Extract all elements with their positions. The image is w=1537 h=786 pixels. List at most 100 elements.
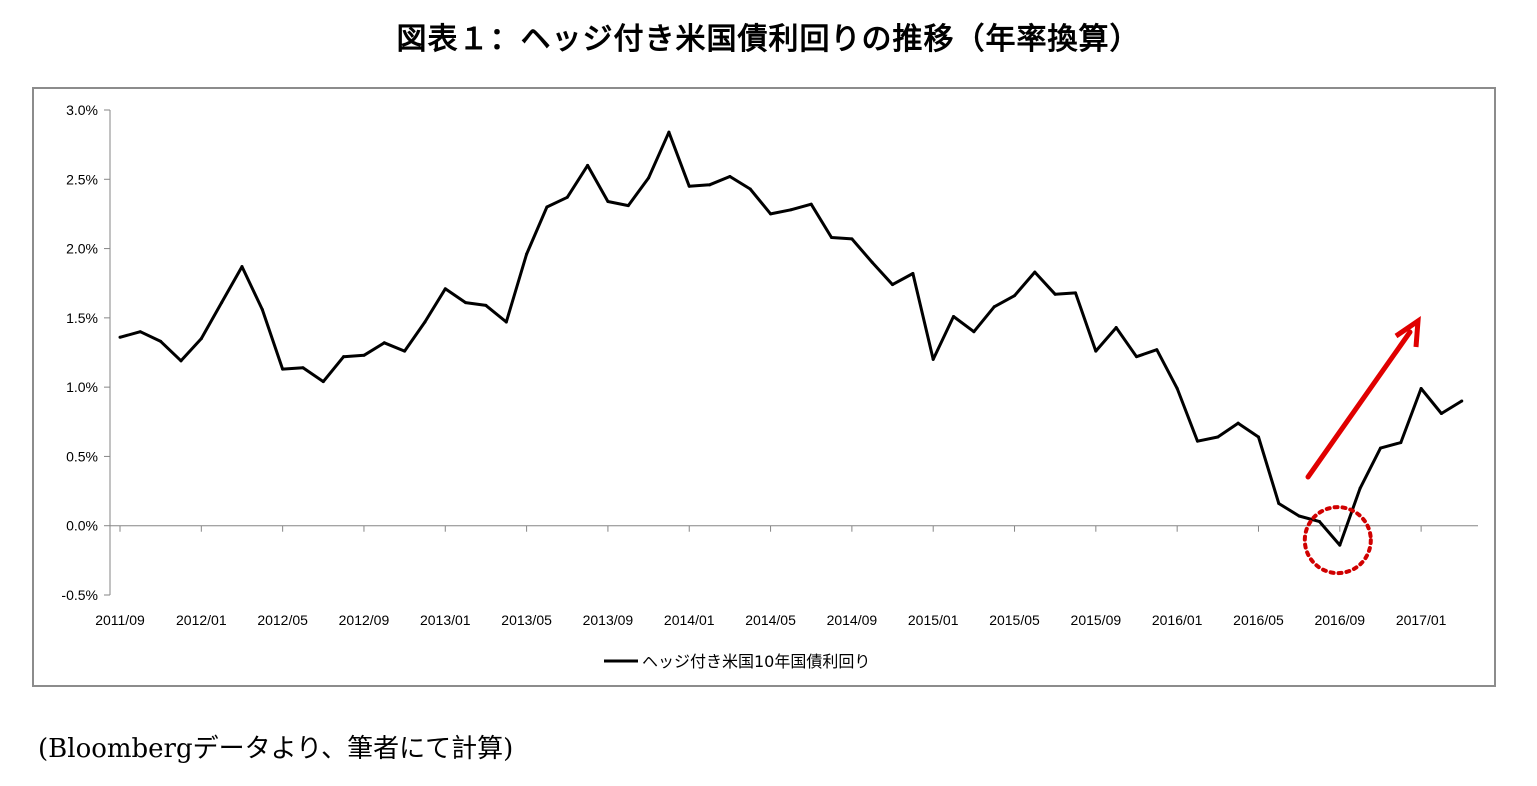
data-point <box>1419 387 1423 391</box>
chart-annotations <box>1302 316 1421 576</box>
data-point <box>1378 446 1382 450</box>
dotted-circle-annotation <box>1302 505 1373 576</box>
chart-legend: ヘッジ付き米国10年国債利回り <box>604 652 870 671</box>
y-tick-label: -0.5% <box>61 587 98 603</box>
data-point <box>728 175 732 179</box>
data-point <box>443 287 447 291</box>
series-line <box>119 130 1463 547</box>
data-point <box>240 265 244 269</box>
data-point <box>1460 399 1464 403</box>
x-tick-label: 2014/01 <box>664 612 715 628</box>
data-point <box>138 330 142 334</box>
x-tick-label: 2014/05 <box>745 612 796 628</box>
data-point <box>199 337 203 341</box>
x-tick-label: 2016/01 <box>1152 612 1203 628</box>
data-point <box>647 176 651 180</box>
data-point <box>260 308 264 312</box>
data-point <box>931 357 935 361</box>
data-point <box>1114 326 1118 330</box>
data-point <box>911 272 915 276</box>
data-point <box>626 204 630 208</box>
line-chart: 3.0% 2.5% 2.0% 1.5% 1.0% 0.5% 0.0% -0.5% 2011/0… <box>61 102 1478 671</box>
data-point <box>220 301 224 305</box>
x-tick-label: 2012/01 <box>176 612 227 628</box>
data-point <box>1277 502 1281 506</box>
x-tick-labels: 2011/09 2012/01 2012/05 2012/09 2013/01 2013/… <box>95 612 1446 628</box>
data-point <box>1033 270 1037 274</box>
data-point <box>687 184 691 188</box>
data-point <box>586 163 590 167</box>
data-point <box>1195 439 1199 443</box>
x-tick-label: 2011/09 <box>95 612 145 628</box>
data-point <box>850 237 854 241</box>
chart-frame: 3.0% 2.5% 2.0% 1.5% 1.0% 0.5% 0.0% -0.5% 2011/0… <box>32 87 1496 687</box>
data-point <box>1236 421 1240 425</box>
data-point <box>992 305 996 309</box>
data-point <box>1074 291 1078 295</box>
x-tick-label: 2012/05 <box>257 612 308 628</box>
data-point <box>342 355 346 359</box>
data-point <box>382 341 386 345</box>
y-tick-label: 1.0% <box>66 379 98 395</box>
data-point <box>545 205 549 209</box>
data-point <box>748 187 752 191</box>
data-point <box>1399 441 1403 445</box>
y-tick-label: 2.5% <box>66 171 98 187</box>
chart-series <box>118 130 1464 547</box>
x-tick-label: 2012/09 <box>339 612 390 628</box>
data-point <box>1053 292 1057 296</box>
data-point <box>1358 486 1362 490</box>
data-point <box>952 314 956 318</box>
data-point <box>1317 520 1321 524</box>
data-point <box>159 339 163 343</box>
x-tick-label: 2015/05 <box>989 612 1040 628</box>
data-point <box>484 303 488 307</box>
data-point <box>179 359 183 363</box>
data-point <box>525 252 529 256</box>
y-tick-label: 2.0% <box>66 241 98 257</box>
data-point <box>1256 435 1260 439</box>
data-point <box>362 353 366 357</box>
source-note: (Bloombergデータより、筆者にて計算) <box>38 734 514 764</box>
data-point <box>1155 348 1159 352</box>
data-point <box>972 330 976 334</box>
chart-axes <box>104 109 1478 596</box>
x-tick-label: 2016/09 <box>1314 612 1365 628</box>
data-point <box>891 283 895 287</box>
data-point <box>403 349 407 353</box>
x-tick-label: 2013/05 <box>501 612 552 628</box>
data-point <box>1135 355 1138 359</box>
data-point <box>423 320 427 324</box>
data-point <box>321 380 325 384</box>
data-point <box>708 183 712 187</box>
data-point <box>606 199 610 203</box>
data-point <box>809 202 813 206</box>
data-point <box>789 208 793 212</box>
legend-label: ヘッジ付き米国10年国債利回り <box>642 652 870 671</box>
x-tick-label: 2013/09 <box>583 612 634 628</box>
y-tick-label: 0.5% <box>66 448 98 464</box>
data-point <box>301 366 305 370</box>
data-point <box>1439 411 1443 415</box>
y-tick-label: 3.0% <box>66 102 98 118</box>
data-point <box>504 320 508 324</box>
x-tick-label: 2017/01 <box>1396 612 1447 628</box>
data-point <box>464 301 468 305</box>
data-point <box>667 130 671 134</box>
data-point <box>1216 435 1220 439</box>
data-point <box>1297 514 1301 518</box>
y-tick-labels: 3.0% 2.5% 2.0% 1.5% 1.0% 0.5% 0.0% -0.5% <box>61 102 98 603</box>
data-point <box>769 212 773 216</box>
data-point <box>1175 387 1179 391</box>
data-point <box>565 195 569 199</box>
data-point <box>1338 543 1342 547</box>
data-point <box>870 260 874 264</box>
arrow-annotation <box>1305 329 1413 480</box>
y-tick-label: 0.0% <box>66 518 98 534</box>
x-tick-label: 2013/01 <box>420 612 471 628</box>
arrow-head <box>1394 316 1421 348</box>
x-tick-label: 2015/01 <box>908 612 959 628</box>
data-point <box>1013 294 1017 298</box>
data-point <box>118 335 122 339</box>
page-title: 図表１：ヘッジ付き米国債利回りの推移（年率換算） <box>396 22 1141 57</box>
